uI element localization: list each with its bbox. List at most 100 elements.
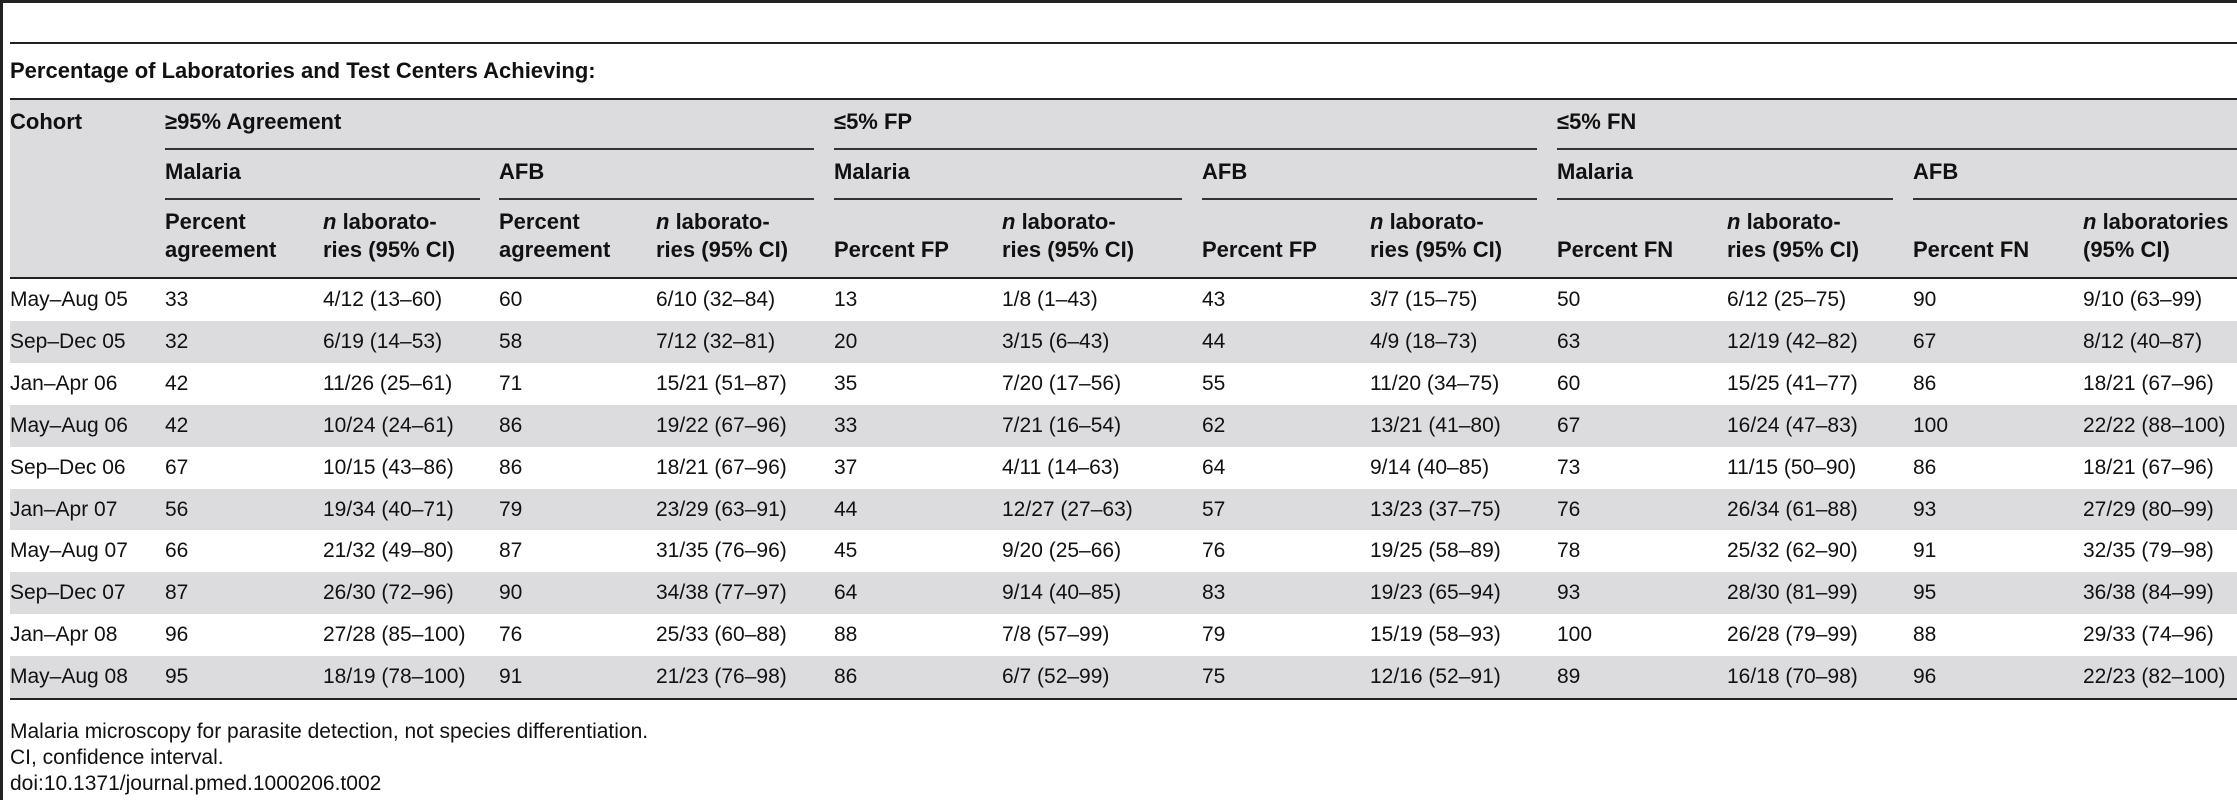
table-cell: 4/9 (18–73) [1370,329,1478,353]
group-rule-agreement [165,148,814,150]
table-cell: 12/19 (42–82) [1727,329,1858,353]
table-cell: 7/8 (57–99) [1002,623,1110,647]
column-header-line2: ries (95% CI) [323,237,456,262]
table-cell: 19/23 (65–94) [1370,581,1501,605]
column-header-line1: n laborato- [1727,208,1859,236]
cohort-cell: Jan–Apr 08 [10,623,118,647]
column-header-line1: Percent [499,208,610,236]
table-cell: 95 [1913,581,1937,605]
subgroup-rule [834,198,1182,200]
table-cell: 76 [499,623,523,647]
table-cell: 67 [1557,413,1581,437]
italic-n: n [1370,209,1384,234]
title-top-rule [10,42,2237,44]
cohort-cell: Jan–Apr 07 [10,497,118,521]
table-cell: 78 [1557,539,1581,563]
table-cell: 26/28 (79–99) [1727,623,1858,647]
table-cell: 6/12 (25–75) [1727,288,1847,311]
italic-n: n [1002,209,1016,234]
table-cell: 21/23 (76–98) [656,665,787,689]
table-cell: 12/16 (52–91) [1370,665,1501,689]
table-cell: 27/29 (80–99) [2083,497,2214,521]
table-cell: 86 [1913,455,1937,479]
table-cell: 90 [1913,288,1937,311]
header-band [10,100,2237,278]
table-cell: 60 [499,288,523,311]
table-cell: 58 [499,329,523,353]
column-header-line1 [1202,208,1317,236]
table-cell: 9/14 (40–85) [1370,455,1490,479]
column-header-line1 [1557,208,1673,236]
table-cell: 9/14 (40–85) [1002,581,1122,605]
table-cell: 55 [1202,371,1226,395]
table-cell: 18/21 (67–96) [2083,371,2214,395]
table-cell: 93 [1913,497,1937,521]
table-cell: 18/21 (67–96) [656,455,787,479]
table-cell: 56 [165,497,189,521]
group-header-agreement: ≥95% Agreement [165,109,342,134]
column-header-line1: n laboratories [2083,208,2229,236]
cohort-header: Cohort [10,109,83,134]
table-cell: 29/33 (74–96) [2083,623,2214,647]
table-cell: 79 [1202,623,1226,647]
column-header: Percent FP [1202,208,1317,264]
table-cell: 44 [1202,329,1226,353]
column-header-line2: ries (95% CI) [656,237,789,262]
column-header-line1: n laborato- [656,208,788,236]
table-cell: 16/24 (47–83) [1727,413,1858,437]
group-rule-fn [1557,148,2237,150]
column-header-line2: Percent FN [1913,237,2030,262]
table-cell: 79 [499,497,523,521]
footnote-malaria: Malaria microscopy for parasite detectio… [10,720,649,743]
table-cell: 86 [1913,371,1937,395]
column-header-text: laborato- [1383,209,1484,234]
header-top-rule [10,98,2237,100]
table-cell: 50 [1557,288,1581,311]
row-band [10,320,2237,363]
table-cell: 63 [1557,329,1581,353]
table-cell: 89 [1557,665,1581,689]
table-cell: 6/7 (52–99) [1002,665,1110,689]
column-header: Percent FN [1557,208,1673,264]
italic-n: n [1727,209,1741,234]
table-cell: 76 [1202,539,1226,563]
table-cell: 75 [1202,665,1226,689]
table-cell: 18/19 (78–100) [323,665,466,689]
footnote-ci: CI, confidence interval. [10,746,224,769]
table-cell: 11/26 (25–61) [323,371,453,395]
column-header-line1 [834,208,949,236]
table-cell: 93 [1557,581,1581,605]
table-cell: 31/35 (76–96) [656,539,787,563]
table-cell: 71 [499,371,523,395]
column-header-line1: n laborato- [323,208,455,236]
table-bottom-rule [10,698,2237,700]
table-cell: 15/25 (41–77) [1727,371,1858,395]
column-header-line2: ries (95% CI) [1727,237,1860,262]
table-cell: 91 [499,665,523,689]
table-cell: 42 [165,413,189,437]
table-cell: 100 [1913,413,1949,437]
table-cell: 11/20 (34–75) [1370,371,1500,395]
subgroup-header-afb: AFB [1913,159,1959,184]
cohort-cell: May–Aug 08 [10,665,128,689]
table-cell: 76 [1557,497,1581,521]
group-header-fp: ≤5% FP [834,109,913,134]
doi-label: doi:10.1371/journal.pmed.1000206.t002 [10,772,382,795]
table-cell: 6/10 (32–84) [656,288,776,311]
table-cell: 66 [165,539,189,563]
column-header-text: laborato- [1740,209,1841,234]
column-header-line2: Percent FP [834,237,949,262]
table-cell: 4/11 (14–63) [1002,455,1120,479]
table-cell: 7/21 (16–54) [1002,413,1122,437]
table-cell: 22/22 (88–100) [2083,413,2226,437]
column-header-text: Percent [499,209,580,234]
table-cell: 32 [165,329,189,353]
column-header: Percent agreement [499,208,610,264]
table-cell: 3/15 (6–43) [1002,329,1110,353]
cohort-cell: Sep–Dec 05 [10,329,126,353]
subgroup-rule [1557,198,1893,200]
table-cell: 6/19 (14–53) [323,329,443,353]
table-cell: 64 [1202,455,1226,479]
subgroup-rule [499,198,814,200]
table-cell: 10/15 (43–86) [323,455,454,479]
